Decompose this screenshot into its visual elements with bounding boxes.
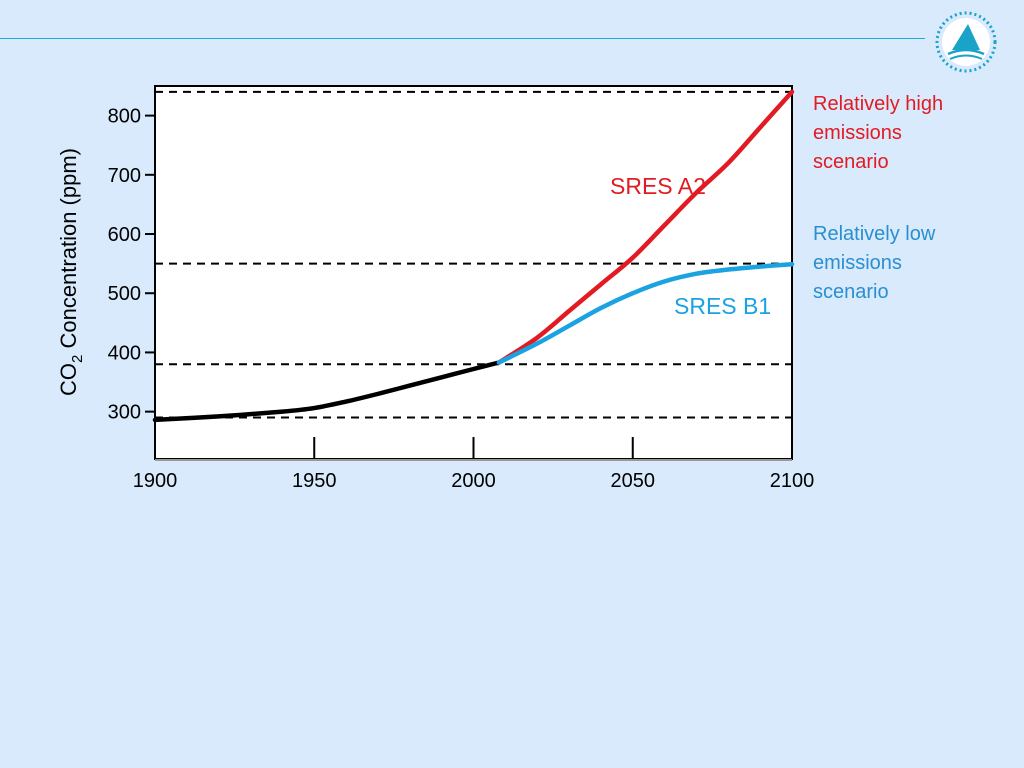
y-tick-label-400: 400 [108,342,141,364]
y-tick-label-700: 700 [108,165,141,187]
x-tick-label-2100: 2100 [770,470,815,492]
high-emissions-label: Relatively high emissions scenario [813,93,944,173]
series-line-historical [152,360,502,423]
series-line-a2 [496,89,795,365]
x-tick-label-2050: 2050 [611,470,656,492]
header-rule [0,38,925,39]
series-label-sres-b1: SRES B1 [674,293,771,319]
x-tick-label-1900: 1900 [133,470,178,492]
ipcc-logo-icon [935,11,997,73]
y-tick-label-500: 500 [108,283,141,305]
y-tick-label-300: 300 [108,402,141,424]
y-tick-label-800: 800 [108,106,141,128]
x-tick-label-2000: 2000 [451,470,496,492]
series-line-b1 [496,261,795,365]
plot-area [154,85,793,460]
y-axis-label: CO2 Concentration (ppm) [56,148,86,396]
x-tick-label-1950: 1950 [292,470,337,492]
y-tick-label-600: 600 [108,224,141,246]
low-emissions-label: Relatively low emissions scenario [813,223,936,303]
series-label-sres-a2: SRES A2 [610,173,706,199]
